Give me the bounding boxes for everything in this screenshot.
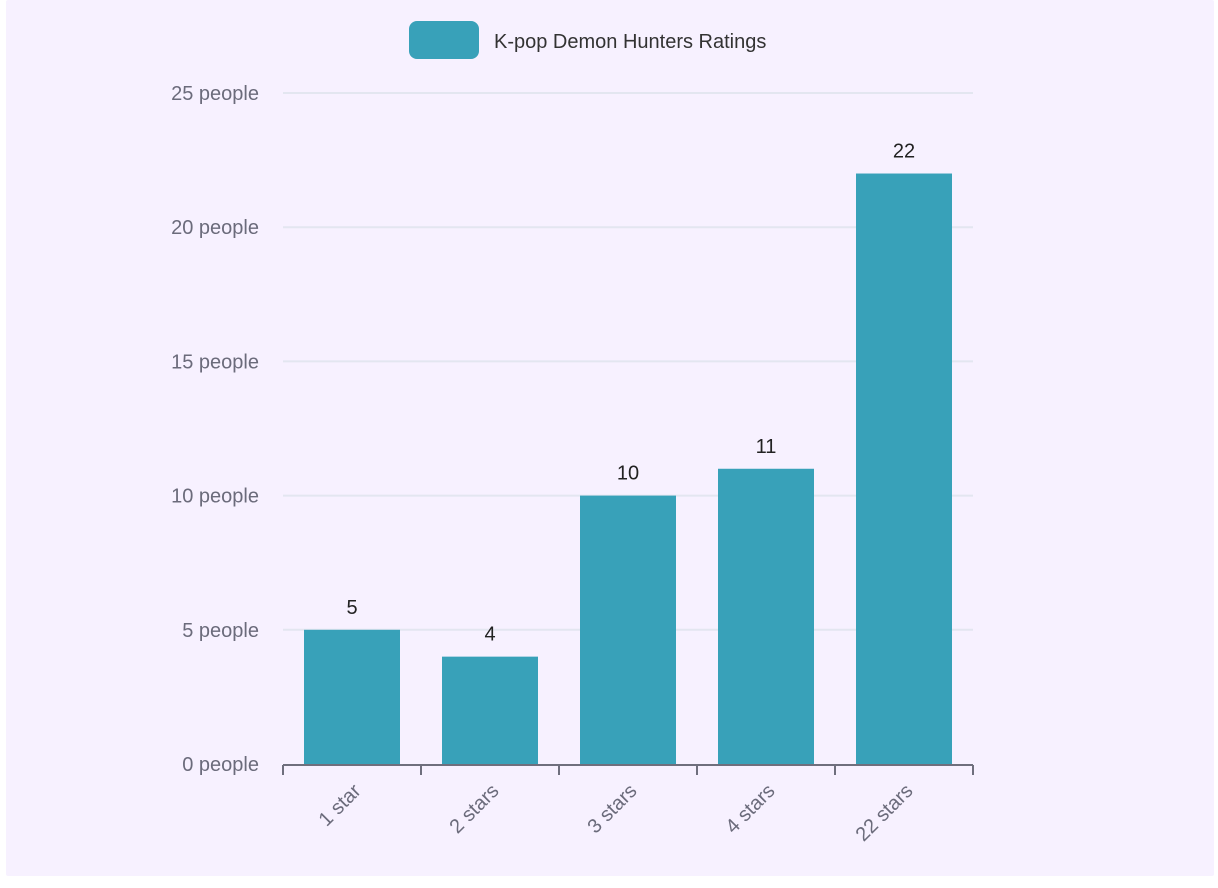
y-tick-label: 20 people	[171, 217, 259, 239]
x-axis	[282, 764, 974, 775]
y-tick-label: 15 people	[171, 351, 259, 373]
bar[interactable]	[442, 656, 538, 764]
bars	[304, 173, 952, 764]
data-label: 5	[346, 597, 357, 619]
bar[interactable]	[856, 173, 952, 764]
data-label: 22	[893, 141, 915, 163]
y-tick-label: 25 people	[171, 83, 259, 105]
y-tick-label: 10 people	[171, 486, 259, 508]
data-label: 4	[484, 624, 495, 646]
bar[interactable]	[304, 629, 400, 764]
data-label: 11	[756, 436, 777, 458]
y-tick-label: 5 people	[182, 620, 259, 642]
legend-label: K-pop Demon Hunters Ratings	[494, 31, 766, 53]
data-labels: 5 4 10 11 22	[346, 141, 915, 646]
legend-swatch	[409, 21, 479, 59]
y-axis-ticks: 0 people 5 people 10 people 15 people 20 peo…	[171, 83, 259, 776]
y-tick-label: 0 people	[182, 754, 259, 776]
bar[interactable]	[580, 495, 676, 764]
data-label: 10	[617, 463, 639, 485]
legend[interactable]: K-pop Demon Hunters Ratings	[409, 21, 766, 59]
bar[interactable]	[718, 468, 814, 764]
